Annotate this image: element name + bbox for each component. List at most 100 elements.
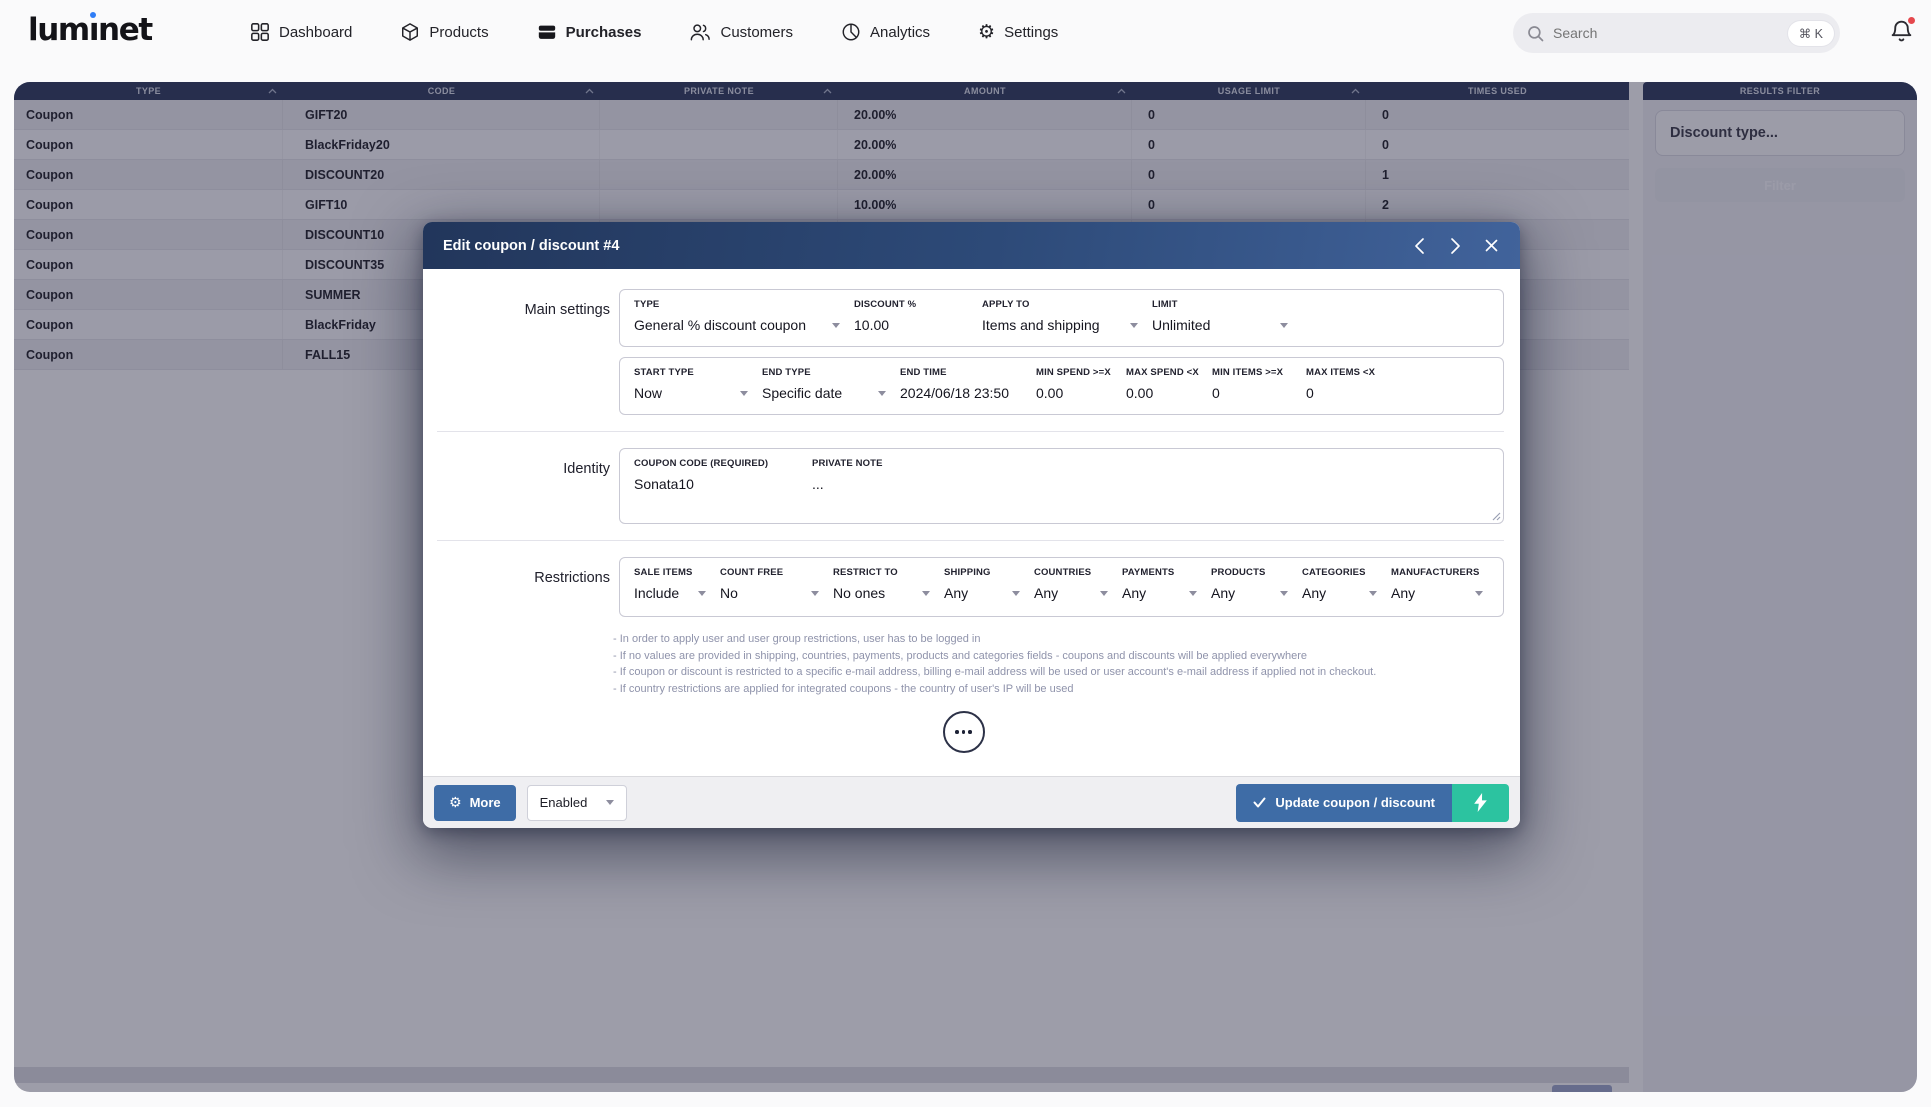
quick-action-button[interactable] [1452, 783, 1509, 822]
search-shortcut-badge: ⌘ K [1787, 20, 1834, 46]
update-coupon-label: Update coupon / discount [1275, 795, 1435, 810]
field-coupon-code-required[interactable]: COUPON CODE (REQUIRED) Sonata10 [634, 458, 812, 492]
field-products[interactable]: PRODUCTS Any [1211, 567, 1302, 601]
cell-usage_limit: 0 [1132, 130, 1366, 159]
column-header-amount[interactable]: AMOUNT [838, 82, 1132, 100]
field-type[interactable]: TYPE General % discount coupon [634, 299, 854, 333]
table-row[interactable]: Coupon DISCOUNT20 20.00% 0 1 [14, 160, 1629, 190]
field-countries[interactable]: COUNTRIES Any [1034, 567, 1122, 601]
table-row[interactable]: Coupon GIFT10 10.00% 0 2 [14, 190, 1629, 220]
field-label: DISCOUNT % [854, 299, 917, 310]
nav-items: Dashboard Products Purchases Customers Analy… [250, 0, 1058, 64]
nav-item-analytics[interactable]: Analytics [841, 22, 930, 42]
field-value: 0 [1212, 385, 1220, 401]
field-min-spend-x[interactable]: MIN SPEND >=X 0.00 [1036, 367, 1126, 401]
modal-footer: ⚙ More Enabled Update coupon / discount [423, 776, 1520, 828]
filter-button[interactable]: Filter [1655, 168, 1905, 202]
nav-item-label: Analytics [870, 23, 931, 41]
dropdown-caret-icon [832, 322, 840, 328]
field-label: RESTRICT TO [833, 567, 898, 578]
status-select[interactable]: Enabled [526, 784, 627, 821]
column-header-usage-limit[interactable]: USAGE LIMIT [1132, 82, 1366, 100]
cell-code: GIFT10 [283, 190, 600, 219]
horizontal-scrollbar[interactable] [14, 1067, 1629, 1083]
cell-private_note [600, 130, 838, 159]
field-max-items-x[interactable]: MAX ITEMS <X 0 [1306, 367, 1406, 401]
close-modal-button[interactable] [1476, 231, 1506, 261]
column-header-private-note[interactable]: PRIVATE NOTE [600, 82, 838, 100]
field-end-time[interactable]: END TIME 2024/06/18 23:50 [900, 367, 1036, 401]
column-label: USAGE LIMIT [1217, 86, 1281, 96]
nav-item-dashboard[interactable]: Dashboard [250, 22, 352, 42]
nav-item-customers[interactable]: Customers [689, 22, 793, 42]
sort-asc-icon[interactable] [1351, 88, 1360, 94]
field-value: Any [1122, 585, 1147, 601]
nav-item-products[interactable]: Products [400, 22, 489, 42]
section-main-settings: Main settings TYPE General % discount cou… [423, 289, 1504, 415]
sort-asc-icon[interactable] [823, 88, 832, 94]
column-header-type[interactable]: TYPE [14, 82, 283, 100]
column-label: CODE [427, 86, 456, 96]
field-label: MIN SPEND >=X [1036, 367, 1111, 378]
field-value: 10.00 [854, 317, 890, 333]
cell-type: Coupon [14, 130, 283, 159]
chevron-left-icon [1414, 237, 1424, 254]
field-count-free[interactable]: COUNT FREE No [720, 567, 833, 601]
field-end-type[interactable]: END TYPE Specific date [762, 367, 900, 401]
field-value: 0.00 [1126, 385, 1154, 401]
field-discount[interactable]: DISCOUNT % 10.00 [854, 299, 982, 333]
more-button[interactable]: ⚙ More [434, 784, 516, 821]
nav-item-purchases[interactable]: Purchases [537, 22, 641, 42]
lightning-icon [1474, 793, 1487, 812]
previous-coupon-button[interactable] [1404, 231, 1434, 261]
modal-header: Edit coupon / discount #4 [423, 222, 1520, 269]
field-limit[interactable]: LIMIT Unlimited [1152, 299, 1302, 333]
field-payments[interactable]: PAYMENTS Any [1122, 567, 1211, 601]
field-label: MANUFACTURERS [1391, 567, 1480, 578]
dropdown-caret-icon [698, 590, 706, 596]
field-label: CATEGORIES [1302, 567, 1366, 578]
modal-body: Main settings TYPE General % discount cou… [423, 269, 1520, 776]
close-icon [1485, 239, 1497, 252]
search-text-field[interactable] [1553, 25, 1788, 41]
field-min-items-x[interactable]: MIN ITEMS >=X 0 [1212, 367, 1306, 401]
field-sale-items[interactable]: SALE ITEMS Include [634, 567, 720, 601]
nav-item-settings[interactable]: ⚙ Settings [978, 22, 1058, 42]
table-row[interactable]: Coupon BlackFriday20 20.00% 0 0 [14, 130, 1629, 160]
column-label: TYPE [135, 86, 162, 96]
table-row[interactable]: Coupon GIFT20 20.00% 0 0 [14, 100, 1629, 130]
brand-logo[interactable]: lumı net [28, 12, 153, 48]
dropdown-caret-icon [811, 590, 819, 596]
field-private-note[interactable]: PRIVATE NOTE... [812, 458, 1232, 492]
section-identity: Identity COUPON CODE (REQUIRED) Sonata10 P… [423, 448, 1504, 524]
sort-asc-icon[interactable] [268, 88, 277, 94]
cell-amount: 20.00% [838, 100, 1132, 129]
resize-handle-icon[interactable] [1490, 510, 1501, 521]
bell-icon [1889, 18, 1917, 44]
cut-off-bottom-button[interactable] [1552, 1085, 1612, 1092]
discount-type-filter-input[interactable]: Discount type... [1655, 110, 1905, 156]
sort-asc-icon[interactable] [585, 88, 594, 94]
cell-type: Coupon [14, 160, 283, 189]
field-label: SALE ITEMS [634, 567, 693, 578]
field-shipping[interactable]: SHIPPING Any [944, 567, 1034, 601]
sort-asc-icon[interactable] [1117, 88, 1126, 94]
next-coupon-button[interactable] [1440, 231, 1470, 261]
update-coupon-button[interactable]: Update coupon / discount [1236, 783, 1452, 822]
column-header-code[interactable]: CODE [283, 82, 600, 100]
restrictions-fields: SALE ITEMS Include COUNT FREE No RESTRICT TO… [619, 557, 1504, 617]
analytics-icon [841, 22, 861, 42]
field-max-spend-x[interactable]: MAX SPEND <X 0.00 [1126, 367, 1212, 401]
field-restrict-to[interactable]: RESTRICT TO No ones [833, 567, 944, 601]
cell-usage_limit: 0 [1132, 190, 1366, 219]
field-manufacturers[interactable]: MANUFACTURERS Any [1391, 567, 1497, 601]
cell-type: Coupon [14, 250, 283, 279]
field-start-type[interactable]: START TYPE Now [634, 367, 762, 401]
cell-times_used: 0 [1382, 107, 1389, 122]
section-label-identity: Identity [563, 461, 610, 477]
field-categories[interactable]: CATEGORIES Any [1302, 567, 1391, 601]
field-apply-to[interactable]: APPLY TO Items and shipping [982, 299, 1152, 333]
search-input[interactable]: ⌘ K [1513, 13, 1840, 53]
expand-more-button[interactable] [942, 711, 985, 753]
notification-bell-button[interactable] [1889, 17, 1917, 46]
